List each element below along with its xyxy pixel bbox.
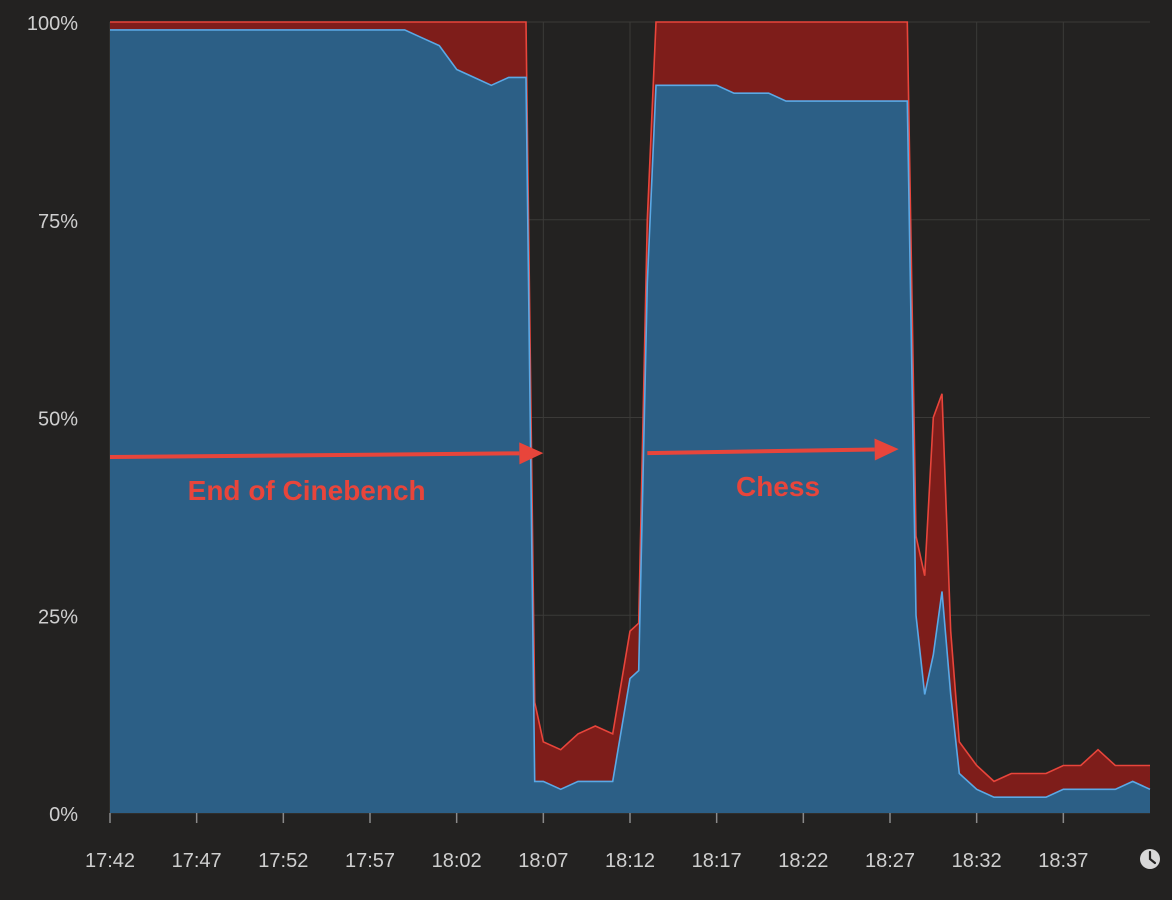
x-tick-label-11: 18:37 — [1038, 850, 1088, 872]
x-tick-label-9: 18:27 — [865, 850, 915, 872]
x-tick-label-8: 18:22 — [778, 850, 828, 872]
x-tick-label-6: 18:12 — [605, 850, 655, 872]
x-tick-label-5: 18:07 — [518, 850, 568, 872]
annotation-label-0: End of Cinebench — [188, 475, 426, 506]
y-tick-label-1: 25% — [38, 606, 78, 628]
x-tick-label-3: 17:57 — [345, 850, 395, 872]
y-tick-label-4: 100% — [27, 13, 78, 35]
annotation-arrow-head-1 — [874, 438, 899, 461]
annotation-arrow-shaft-0 — [109, 451, 520, 460]
clock-icon[interactable] — [1140, 849, 1160, 869]
x-tick-label-7: 18:17 — [692, 850, 742, 872]
area-layer — [110, 21, 1151, 813]
x-tick-label-4: 18:02 — [432, 850, 482, 872]
x-tick-label-2: 17:52 — [258, 850, 308, 872]
annotation-layer: End of Cinebench Chess — [109, 438, 899, 506]
series-2-line — [110, 21, 1150, 783]
axis-layer: 0% 25% 50% 75% 100% 17:42 17:47 17:52 17:57 18:02… — [27, 13, 1089, 872]
y-tick-label-0: 0% — [49, 804, 78, 826]
series-1-line — [110, 29, 1151, 798]
x-tick-label-0: 17:42 — [85, 850, 135, 872]
annotation-arrow-shaft-1 — [647, 447, 875, 456]
y-tick-label-3: 75% — [38, 211, 78, 233]
annotation-label-1: Chess — [736, 471, 820, 502]
x-tick-label-10: 18:32 — [952, 850, 1002, 872]
x-tick-label-1: 17:47 — [172, 850, 222, 872]
series-1-area — [110, 29, 1150, 813]
annotation-arrow-head-0 — [519, 442, 544, 465]
y-tick-label-2: 50% — [38, 409, 78, 431]
